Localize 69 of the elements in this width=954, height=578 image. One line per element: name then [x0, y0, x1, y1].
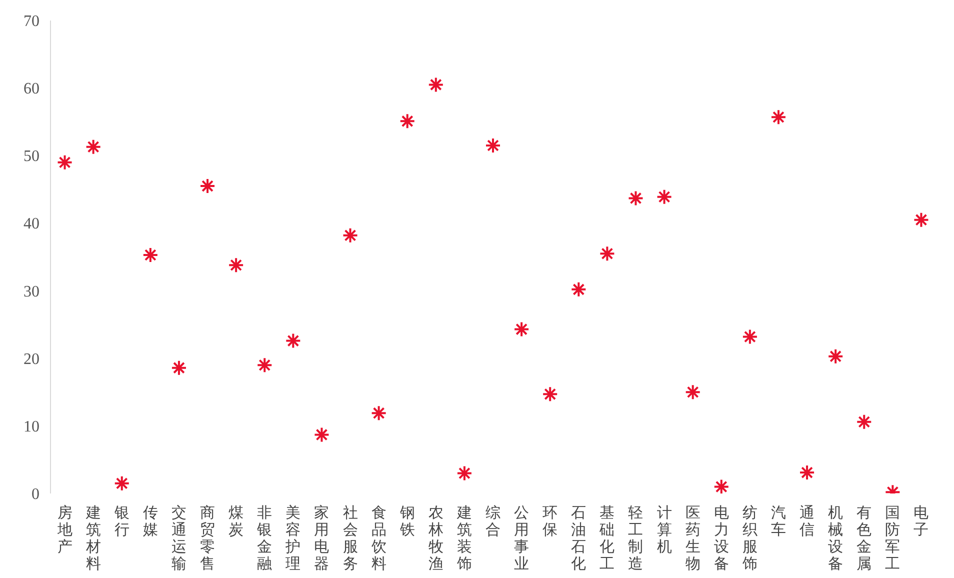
x-tick-label: 基础化工: [598, 504, 615, 572]
x-tick-label: 交通运输: [171, 504, 186, 572]
point: [514, 321, 530, 338]
point: [200, 178, 216, 194]
x-tick-label: 房地产: [56, 504, 72, 556]
x-tick-label: 美容护理: [284, 504, 301, 572]
point: [56, 154, 73, 170]
point: [656, 188, 672, 205]
point: [228, 257, 244, 274]
point: [913, 212, 930, 228]
x-tick-label: 医药生物: [685, 504, 700, 572]
y-tick-label: 60: [24, 80, 40, 98]
point: [684, 384, 701, 400]
x-tick-label: 机械设备: [828, 504, 844, 572]
point: [170, 360, 187, 376]
point: [256, 357, 273, 374]
x-tick-label: 煤炭: [228, 504, 244, 538]
x-tick-label: 家用电器: [314, 504, 330, 572]
point: [85, 138, 102, 155]
y-tick-label: 20: [24, 350, 40, 368]
point: [770, 109, 786, 126]
point: [628, 190, 644, 206]
x-tick-label: 电力设备: [714, 504, 729, 572]
x-tick-label: 食品饮料: [370, 504, 386, 572]
point: [542, 386, 558, 402]
x-tick-label: 传媒: [142, 504, 158, 538]
point: [799, 464, 816, 481]
y-tick-label: 50: [24, 148, 40, 166]
x-tick-label: 银行: [113, 504, 130, 538]
point: [428, 76, 444, 93]
point: [456, 465, 472, 482]
x-tick-label: 综合: [486, 504, 500, 538]
y-tick-label: 30: [24, 283, 40, 300]
x-tick-label: 纺织服饰: [741, 504, 758, 572]
point: [399, 113, 416, 130]
point: [114, 475, 130, 492]
x-tick-label: 环保: [542, 504, 558, 538]
x-tick-label: 国防军工: [885, 504, 900, 572]
x-tick-label: 石油石化: [571, 504, 586, 572]
point: [142, 246, 158, 263]
x-tick-label: 钢铁: [398, 504, 415, 538]
x-tick-label: 电子: [914, 504, 929, 538]
point: [285, 332, 302, 349]
y-tick-label: 40: [24, 216, 40, 233]
x-tick-label: 商贸零售: [200, 504, 216, 572]
y-tick-label: 0: [32, 486, 40, 503]
point: [342, 227, 358, 244]
x-tick-label: 通信: [800, 504, 815, 538]
x-tick-label: 汽车: [770, 504, 786, 538]
point: [370, 405, 387, 422]
point: [314, 426, 330, 443]
x-tick-label: 轻工制造: [628, 504, 644, 572]
x-tick-label: 农林牧渔: [427, 504, 444, 572]
y-tick-label: 70: [24, 13, 40, 30]
point: [828, 348, 844, 364]
x-tick-label: 社会服务: [342, 504, 358, 572]
y-tick-label: 10: [24, 418, 40, 436]
x-tick-label: 有色金属: [856, 504, 872, 572]
point: [570, 281, 587, 298]
point: [599, 246, 616, 262]
point: [742, 328, 758, 345]
point: [856, 414, 872, 430]
point: [713, 478, 730, 494]
x-tick-label: 公用事业: [514, 504, 530, 572]
x-tick-label: 建筑装饰: [456, 504, 472, 572]
x-tick-label: 建筑材料: [84, 504, 101, 572]
point: [485, 138, 501, 154]
x-tick-label: 计算机: [656, 504, 672, 556]
x-tick-label: 非银金融: [256, 504, 272, 572]
